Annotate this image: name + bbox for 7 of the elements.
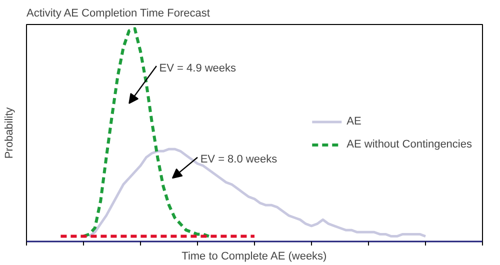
legend-label: AE without Contingencies [346, 138, 472, 150]
y-axis-title: Probability [4, 106, 16, 159]
chart-title: Activity AE Completion Time Forecast [26, 8, 210, 20]
x-axis-title: Time to Complete AE (weeks) [182, 250, 327, 262]
annotation: EV = 4.9 weeks [159, 62, 237, 74]
legend-label: AE [346, 115, 362, 127]
annotation: EV = 8.0 weeks [200, 154, 278, 166]
